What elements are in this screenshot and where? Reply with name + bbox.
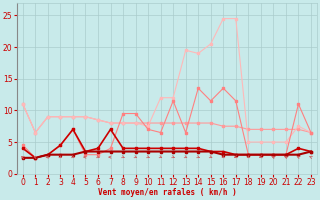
X-axis label: Vent moyen/en rafales ( km/h ): Vent moyen/en rafales ( km/h ) bbox=[98, 188, 236, 197]
